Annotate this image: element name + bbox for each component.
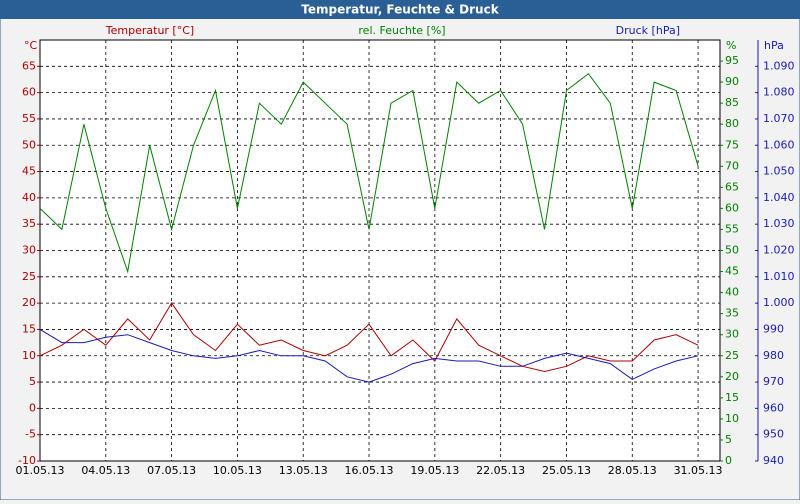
y2-tick-label: 25 <box>725 349 739 362</box>
y3-tick-label: 990 <box>763 322 784 335</box>
y3-tick-label: 1.030 <box>763 217 795 230</box>
y2-tick-label: 90 <box>725 75 739 88</box>
y2-tick-label: 15 <box>725 391 739 404</box>
series-line <box>39 72 699 274</box>
x-tick-label: 16.05.13 <box>345 464 394 477</box>
y3-tick-label: 980 <box>763 349 784 362</box>
y-tick-label: 30 <box>22 244 36 257</box>
y-tick-label: 40 <box>22 191 36 204</box>
x-tick-label: 01.05.13 <box>16 464 65 477</box>
x-tick-label: 25.05.13 <box>542 464 591 477</box>
y-tick-label: 20 <box>22 296 36 309</box>
legend-label: Temperatur [°C] <box>105 24 194 37</box>
title-bar <box>0 0 800 19</box>
legend-label: Druck [hPa] <box>616 24 680 37</box>
y2-tick-label: 20 <box>725 370 739 383</box>
y2-tick-label: 30 <box>725 328 739 341</box>
y2-axis-label: % <box>726 39 736 52</box>
y-tick-label: 65 <box>22 59 36 72</box>
x-tick-label: 31.05.13 <box>674 464 723 477</box>
y3-tick-label: 1.040 <box>763 191 795 204</box>
y-tick-label: 45 <box>22 165 36 178</box>
x-tick-label: 22.05.13 <box>476 464 525 477</box>
y3-tick-label: 950 <box>763 428 784 441</box>
y3-tick-label: 960 <box>763 401 784 414</box>
y2-tick-label: 55 <box>725 222 739 235</box>
y-tick-label: 10 <box>22 349 36 362</box>
legend-label: rel. Feuchte [%] <box>358 24 445 37</box>
y2-tick-label: 70 <box>725 159 739 172</box>
y3-tick-label: 1.070 <box>763 112 795 125</box>
y2-tick-label: 35 <box>725 307 739 320</box>
y-tick-label: 60 <box>22 86 36 99</box>
chart-title: Temperatur, Feuchte & Druck <box>301 3 499 17</box>
y2-tick-label: 50 <box>725 244 739 257</box>
y3-tick-label: 1.010 <box>763 270 795 283</box>
y2-tick-label: 65 <box>725 180 739 193</box>
y2-tick-label: 80 <box>725 117 739 130</box>
y3-tick-label: 1.000 <box>763 296 795 309</box>
y2-tick-label: 0 <box>725 454 732 467</box>
y-tick-label: 35 <box>22 217 36 230</box>
y-tick-label: -10 <box>18 454 36 467</box>
y2-tick-label: 40 <box>725 286 739 299</box>
y-tick-label: 5 <box>29 375 36 388</box>
x-tick-label: 13.05.13 <box>279 464 328 477</box>
y3-tick-label: 940 <box>763 454 784 467</box>
y2-tick-label: 85 <box>725 96 739 109</box>
y-tick-label: 0 <box>29 401 36 414</box>
y-axis-label: °C <box>24 39 38 52</box>
series-line <box>39 328 699 383</box>
y2-tick-label: 5 <box>725 433 732 446</box>
y-tick-label: 15 <box>22 322 36 335</box>
y2-tick-label: 10 <box>725 412 739 425</box>
series-line <box>39 302 699 373</box>
y3-axis-label: hPa <box>764 39 784 52</box>
y3-tick-label: 1.090 <box>763 59 795 72</box>
y-tick-label: 25 <box>22 270 36 283</box>
y2-tick-label: 60 <box>725 201 739 214</box>
y2-tick-label: 95 <box>725 54 739 67</box>
y2-tick-label: 45 <box>725 265 739 278</box>
y3-tick-label: 970 <box>763 375 784 388</box>
x-tick-label: 04.05.13 <box>81 464 130 477</box>
x-tick-label: 07.05.13 <box>147 464 196 477</box>
y-tick-label: 55 <box>22 112 36 125</box>
y2-tick-label: 75 <box>725 138 739 151</box>
y-tick-label: -5 <box>25 428 36 441</box>
x-tick-label: 28.05.13 <box>608 464 657 477</box>
y3-tick-label: 1.080 <box>763 86 795 99</box>
y3-tick-label: 1.060 <box>763 138 795 151</box>
y3-tick-label: 1.020 <box>763 244 795 257</box>
y-tick-label: 50 <box>22 138 36 151</box>
y3-tick-label: 1.050 <box>763 165 795 178</box>
x-tick-label: 19.05.13 <box>410 464 459 477</box>
x-tick-label: 10.05.13 <box>213 464 262 477</box>
